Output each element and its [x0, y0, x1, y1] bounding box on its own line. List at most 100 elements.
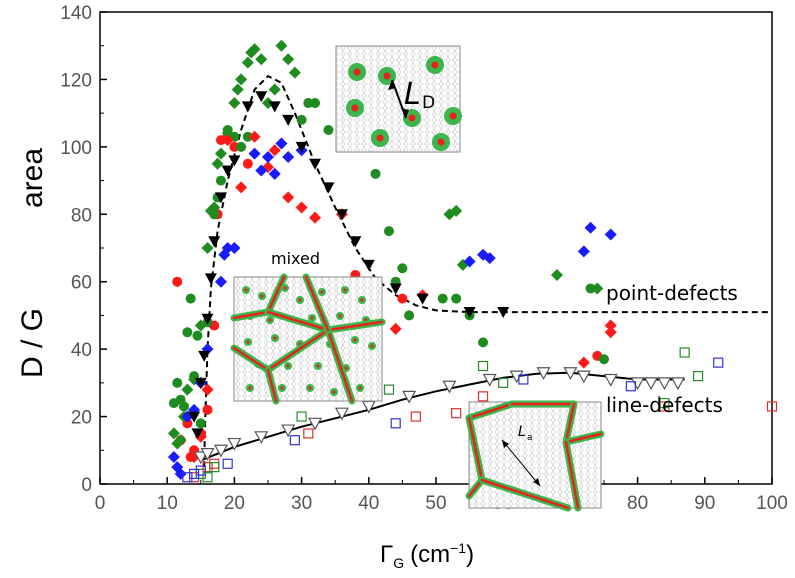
black-down-triangles-point	[463, 307, 476, 319]
blue-diamonds-point	[228, 242, 241, 254]
grain-boundary-core	[304, 275, 330, 332]
x-axis-title: ΓG (cm−1)	[380, 540, 474, 571]
open-squares-blue-point	[625, 381, 636, 392]
x-axis-unit-close: )	[466, 541, 474, 568]
green-diamonds-point	[208, 201, 221, 214]
green-diamonds-point	[231, 83, 244, 96]
x-axis-unit-exp: −1	[450, 540, 466, 556]
inset-mixed-core	[316, 364, 320, 368]
grain-boundary-core	[266, 275, 286, 314]
y-tick-label: 60	[71, 273, 92, 294]
inset-defect-core	[353, 68, 361, 76]
y-axis-title-right: area	[16, 148, 49, 208]
green-diamonds-point	[221, 127, 234, 140]
la-arrowhead-top	[502, 440, 509, 448]
inset-mixed-core	[310, 316, 314, 320]
green-diamonds-point	[211, 157, 224, 170]
y-tick-label: 100	[60, 138, 92, 159]
inset-mixed-core	[268, 318, 272, 322]
black-down-triangles-point	[241, 101, 254, 113]
x-tick-label: 40	[358, 493, 379, 514]
green-diamonds-point	[245, 46, 258, 59]
green-circles-point	[215, 175, 226, 186]
inset-mixed-core	[338, 314, 342, 318]
red-circles-point	[397, 293, 408, 304]
blue-diamonds-point	[255, 164, 268, 177]
green-circles-point	[236, 141, 247, 152]
red-diamonds-point	[221, 134, 234, 147]
grain-boundary-core	[564, 432, 603, 444]
open-triangles-point	[509, 370, 524, 384]
ld-label: L	[404, 77, 421, 112]
black-down-triangles-point	[268, 101, 281, 113]
data-points	[167, 39, 778, 483]
green-diamonds-point	[255, 53, 268, 66]
black-down-triangles-point	[497, 307, 510, 319]
black-down-triangles-point	[389, 283, 402, 295]
inset-defect-core	[408, 114, 416, 122]
x-tick-label: 30	[291, 493, 312, 514]
open-triangles-point	[482, 373, 497, 387]
open-triangles-point	[334, 407, 349, 421]
open-triangles-point	[670, 377, 685, 391]
red-diamonds-point	[235, 181, 248, 194]
y-tick-label: 120	[60, 70, 92, 91]
green-diamonds-point	[275, 39, 288, 52]
grain-boundary-core	[326, 328, 354, 403]
open-triangles-point	[603, 373, 618, 387]
red-diamonds-point	[295, 201, 308, 214]
black-down-triangles-point	[214, 192, 227, 204]
blue-diamonds-point	[221, 242, 234, 254]
black-down-triangles-point	[322, 182, 335, 194]
inset-mixed-core	[353, 338, 357, 342]
open-triangles-point	[563, 367, 578, 380]
inset-mixed-core	[248, 386, 252, 390]
green-diamonds-point	[214, 147, 227, 160]
inset-defect-core	[437, 138, 445, 146]
green-circles-point	[310, 98, 321, 109]
open-triangles-point	[281, 424, 296, 438]
green-circles-point	[242, 131, 253, 142]
green-circles-point	[370, 168, 381, 179]
open-triangles-point	[442, 380, 457, 394]
green-circles-point	[397, 263, 408, 274]
ld-arrowhead-bottom	[401, 108, 409, 118]
inset-mixed-core	[360, 298, 364, 302]
inset-mixed-core	[344, 366, 348, 370]
grain-boundary-core	[564, 402, 576, 444]
inset-mixed: mixed	[230, 249, 386, 405]
red-diamonds-point	[282, 191, 295, 204]
green-circles-point	[185, 293, 196, 304]
black-down-triangles-point	[362, 259, 375, 271]
black-down-triangles-point	[198, 350, 211, 362]
open-squares-blue-point	[289, 435, 300, 446]
grain-boundary-core	[564, 440, 580, 510]
green-diamonds-point	[550, 268, 563, 281]
open-triangles-point	[254, 431, 269, 445]
green-circles-point	[451, 293, 462, 304]
grain-boundary-core	[266, 310, 330, 332]
y-tick-label: 40	[71, 340, 92, 361]
green-circles-point	[172, 377, 183, 388]
blue-diamonds-point	[604, 228, 617, 241]
black-down-triangles-point	[191, 428, 204, 440]
black-down-triangles-point	[188, 411, 201, 423]
open-squares-green-point	[679, 347, 690, 358]
x-axis-symbol: Γ	[380, 541, 393, 568]
x-tick-label: 80	[627, 493, 648, 514]
y-tick-label: 20	[71, 408, 92, 429]
blue-diamonds-point	[577, 245, 590, 258]
blue-diamonds-point	[214, 275, 227, 288]
inset-defect-core	[376, 134, 384, 142]
open-triangles-point	[193, 451, 208, 465]
open-squares-green-point	[659, 397, 670, 409]
inset-mixed-core	[358, 386, 362, 390]
y-tick-label: 80	[71, 205, 92, 226]
open-squares-blue-point	[182, 472, 193, 483]
open-triangles-point	[308, 417, 323, 431]
y-tick-label: 140	[60, 3, 92, 24]
green-diamonds-point	[268, 83, 281, 96]
green-circles-point	[585, 283, 596, 294]
red-circles-point	[172, 276, 183, 287]
